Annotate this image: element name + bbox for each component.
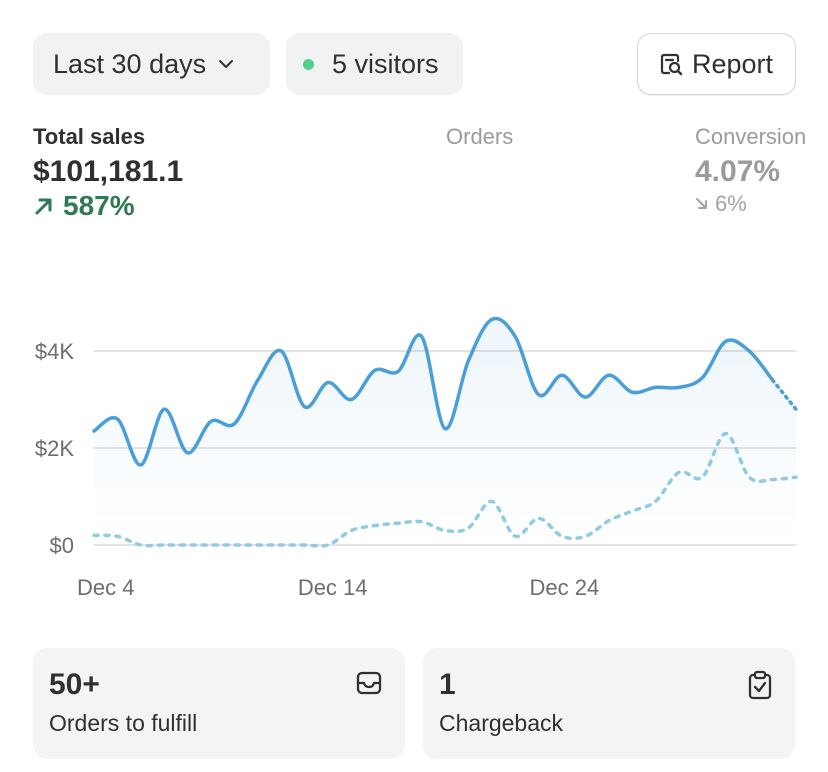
x-tick-label: Dec 4 — [77, 575, 134, 600]
conversion-delta-value: 6% — [715, 191, 747, 216]
visitors-label: 5 visitors — [332, 48, 439, 79]
y-tick-label: $0 — [50, 533, 74, 558]
orders-to-fulfill-count: 50+ — [49, 668, 100, 701]
sales-line-chart: $0 $2K $4K Dec 4 Dec 14 Dec 24 — [35, 316, 798, 600]
arrow-up-right-icon — [35, 198, 52, 215]
orders-to-fulfill-label: Orders to fulfill — [49, 710, 198, 736]
conversion-label: Conversion — [695, 124, 807, 149]
date-range-selector[interactable]: Last 30 days — [33, 33, 270, 95]
sales-series-projection — [770, 378, 798, 411]
chargeback-card[interactable]: 1 Chargeback — [423, 648, 795, 759]
x-tick-label: Dec 14 — [298, 575, 368, 600]
chargeback-label: Chargeback — [439, 710, 564, 736]
live-visitors-button[interactable]: 5 visitors — [286, 33, 463, 95]
chargeback-count: 1 — [439, 668, 456, 701]
total-sales-label: Total sales — [33, 124, 146, 149]
x-tick-label: Dec 24 — [529, 575, 599, 600]
date-range-label: Last 30 days — [53, 48, 207, 79]
inbox-icon — [355, 670, 383, 701]
total-sales-value: $101,181.1 — [33, 155, 184, 188]
sales-series-line — [92, 316, 775, 467]
orders-label: Orders — [446, 124, 514, 149]
report-label: Report — [692, 48, 774, 79]
clipboard-check-icon — [747, 670, 773, 705]
conversion-value: 4.07% — [695, 155, 781, 188]
arrow-down-right-icon — [696, 198, 707, 209]
total-sales-delta-value: 587% — [63, 190, 135, 221]
live-dot-icon — [303, 58, 314, 70]
chevron-down-icon — [218, 59, 234, 69]
conversion-delta: 6% — [695, 192, 806, 216]
y-tick-label: $2K — [35, 436, 74, 461]
orders-metric[interactable]: Orders — [446, 124, 513, 150]
conversion-metric[interactable]: Conversion 4.07% 6% — [695, 124, 806, 216]
total-sales-metric[interactable]: Total sales $101,181.1 587% — [33, 124, 183, 222]
report-button[interactable]: Report — [637, 33, 796, 95]
y-tick-label: $4K — [35, 339, 74, 364]
comparison-series-line — [92, 431, 798, 548]
orders-to-fulfill-card[interactable]: 50+ Orders to fulfill — [33, 648, 405, 759]
report-search-icon — [658, 51, 684, 77]
series-area — [94, 318, 796, 545]
total-sales-delta: 587% — [33, 190, 183, 222]
